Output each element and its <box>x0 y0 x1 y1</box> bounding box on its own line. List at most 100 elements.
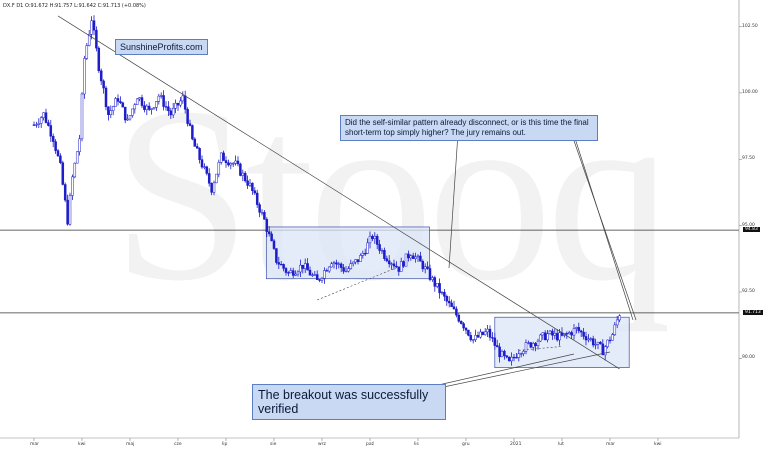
candle-body <box>603 346 607 356</box>
candle-body <box>606 339 609 347</box>
candle-body <box>63 184 67 201</box>
candle-body <box>455 308 458 316</box>
candle-body <box>529 342 533 348</box>
candle-body <box>294 273 297 276</box>
x-tick-label: maj <box>126 442 135 447</box>
candle-body <box>582 331 585 337</box>
callout-pointer <box>573 134 634 321</box>
candle-body <box>116 98 120 102</box>
candle-body <box>191 125 194 140</box>
candle-body <box>308 269 312 276</box>
candle-body <box>356 259 360 262</box>
candle-body <box>332 262 336 264</box>
x-tick-label: mar <box>606 442 615 447</box>
candle-body <box>572 328 576 336</box>
candle-body <box>138 97 141 100</box>
candle-body <box>488 328 492 338</box>
candle-body <box>150 108 153 110</box>
candle-body <box>361 253 365 256</box>
candle-body <box>519 353 523 355</box>
candle-body <box>80 93 84 140</box>
downtrend-line <box>57 15 620 370</box>
candle-body <box>368 235 372 244</box>
callout-pointer <box>433 353 575 387</box>
candle-body <box>567 332 571 334</box>
candle-body <box>342 267 345 272</box>
x-tick-label: gru <box>462 442 470 447</box>
candle-body <box>375 235 379 245</box>
candle-body <box>431 277 434 280</box>
candle-body <box>565 333 569 335</box>
x-tick-label: cze <box>174 442 182 447</box>
candle-body <box>483 331 487 335</box>
candle-body <box>464 327 468 331</box>
candle-body <box>92 20 96 31</box>
candle-body <box>162 95 165 107</box>
candle-body <box>366 242 369 254</box>
candle-body <box>303 263 307 269</box>
candle-body <box>246 180 249 186</box>
candle-body <box>255 192 259 205</box>
candle-body <box>589 338 593 340</box>
candle-body <box>95 29 98 49</box>
candle-body <box>198 148 201 160</box>
brand-callout: SunshineProfits.com <box>115 39 208 55</box>
candle-body <box>558 332 561 341</box>
y-tick-label: 97.50 <box>742 156 755 162</box>
candle-body <box>579 330 583 333</box>
candle-body <box>131 108 134 116</box>
candle-body <box>522 351 525 354</box>
candle-body <box>479 331 482 338</box>
candle-body <box>299 264 302 273</box>
candle-body <box>335 262 338 265</box>
candle-body <box>267 231 271 235</box>
callout-pointer <box>571 134 637 321</box>
candle-body <box>591 338 595 346</box>
candle-body <box>231 163 235 165</box>
chart-header: DX.F D1 O:91.672 H:91.757 L:91.642 C:91.… <box>3 3 146 9</box>
candle-body <box>318 279 321 281</box>
candle-body <box>73 162 77 178</box>
candle-body <box>510 356 513 362</box>
candle-body <box>438 283 441 294</box>
candle-body <box>474 335 477 340</box>
candle-body <box>253 190 257 194</box>
candle-body <box>428 268 432 280</box>
candle-body <box>152 107 156 110</box>
dashed-support-line <box>317 266 399 301</box>
candle-body <box>205 166 209 174</box>
candle-body <box>234 160 237 164</box>
candle-body <box>543 332 547 341</box>
candle-body <box>440 291 444 294</box>
candle-body <box>47 122 50 126</box>
candle-body <box>32 124 36 126</box>
candle-body <box>207 173 211 184</box>
candle-body <box>471 339 475 341</box>
candle-body <box>215 173 218 184</box>
candle-body <box>390 263 393 265</box>
candle-body <box>611 334 614 341</box>
x-tick-label: mar <box>30 442 39 447</box>
candle-body <box>114 98 117 107</box>
candle-body <box>373 235 377 240</box>
candle-body <box>111 106 115 111</box>
candle-body <box>491 337 494 339</box>
candle-body <box>486 328 489 333</box>
candle-body <box>618 315 621 321</box>
overlay-lines <box>57 15 637 390</box>
candle-body <box>395 265 398 268</box>
candle-body <box>584 336 588 341</box>
x-tick-label: kwi <box>78 442 86 447</box>
candle-body <box>404 253 408 267</box>
candle-body <box>575 327 578 329</box>
candle-body <box>330 263 333 268</box>
candle-body <box>608 339 612 342</box>
candle-body <box>193 138 197 147</box>
candle-body <box>169 110 173 116</box>
candle-body <box>457 314 461 322</box>
candle-body <box>83 58 86 95</box>
price-tag: 91.713 <box>743 309 763 315</box>
candle-body <box>594 344 597 346</box>
candle-body <box>78 138 81 153</box>
